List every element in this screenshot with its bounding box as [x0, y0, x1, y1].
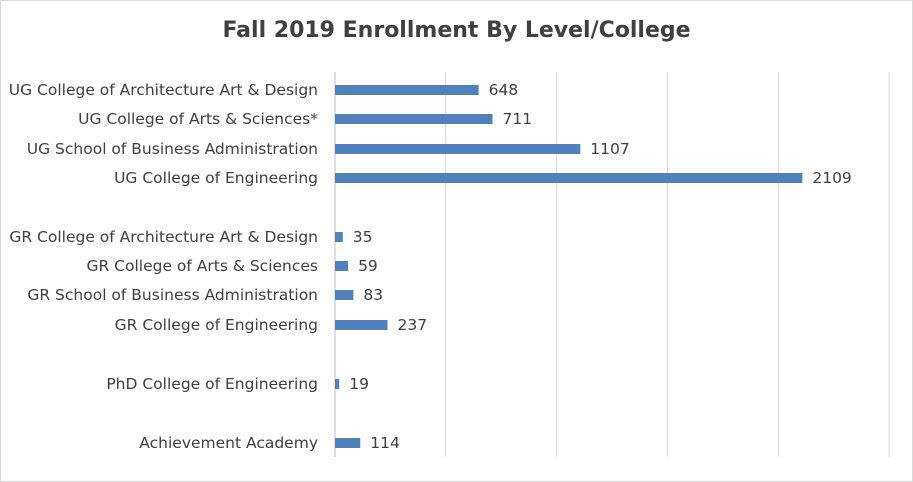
value-label: 1107 — [590, 140, 629, 158]
category-labels: UG College of Architecture Art & Design U… — [9, 81, 318, 452]
bar — [335, 114, 493, 124]
category-label: GR School of Business Administration — [27, 286, 318, 304]
category-label: GR College of Architecture Art & Design — [9, 228, 318, 246]
bar — [335, 290, 354, 300]
gridlines — [334, 72, 890, 457]
value-label: 648 — [489, 81, 519, 99]
value-label: 83 — [363, 286, 383, 304]
value-label: 35 — [353, 228, 373, 246]
bars — [335, 85, 803, 448]
bar — [335, 261, 349, 271]
bar — [335, 232, 343, 242]
value-label: 2109 — [812, 169, 851, 187]
bar — [335, 379, 340, 389]
bar — [335, 320, 388, 330]
category-label: UG College of Engineering — [114, 169, 318, 187]
category-label: GR College of Arts & Sciences — [86, 257, 318, 275]
value-label: 59 — [358, 257, 378, 275]
value-label: 237 — [398, 316, 428, 334]
category-label: UG College of Architecture Art & Design — [9, 81, 318, 99]
category-label: UG School of Business Administration — [27, 140, 318, 158]
bar — [335, 85, 479, 95]
category-label: PhD College of Engineering — [106, 375, 318, 393]
value-label: 114 — [370, 434, 400, 452]
value-label: 711 — [503, 110, 533, 128]
category-label: GR College of Engineering — [115, 316, 318, 334]
category-label: Achievement Academy — [139, 434, 318, 452]
bar — [335, 438, 361, 448]
chart-title: Fall 2019 Enrollment By Level/College — [222, 18, 691, 43]
bar — [335, 173, 803, 183]
value-label: 19 — [349, 375, 369, 393]
category-label: UG College of Arts & Sciences* — [78, 110, 318, 128]
bar — [335, 144, 581, 154]
value-labels: 648 711 1107 2109 35 59 83 237 19 114 — [349, 81, 852, 452]
